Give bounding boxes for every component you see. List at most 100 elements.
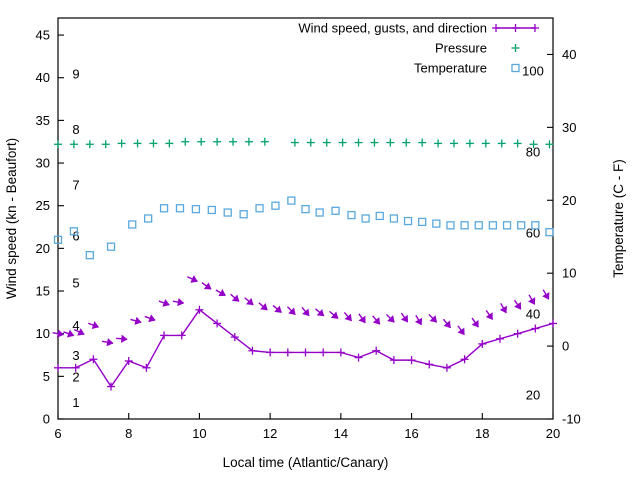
- data-point-marker: [531, 221, 540, 230]
- data-point-marker: [287, 196, 296, 205]
- wind-direction-arrowhead: [162, 298, 170, 307]
- wind-direction-arrowhead: [288, 307, 296, 315]
- wind-direction-arrowhead: [457, 327, 465, 336]
- wind-direction-arrowhead: [120, 334, 128, 343]
- x-tick-label: 12: [263, 426, 277, 441]
- x-tick-label: 20: [546, 426, 560, 441]
- data-point-marker: [207, 205, 216, 215]
- x-tick-label: 16: [404, 426, 418, 441]
- data-point-marker: [545, 228, 554, 237]
- wind-direction-arrowhead: [148, 314, 156, 323]
- data-point-marker: [223, 208, 232, 217]
- data-point-marker: [474, 221, 483, 230]
- data-point-marker: [502, 221, 512, 230]
- x-tick-label: 8: [125, 426, 132, 441]
- data-point-marker: [361, 214, 370, 223]
- data-point-marker: [301, 204, 310, 214]
- data-point-marker: [488, 221, 498, 230]
- y-tick-label: 40: [36, 70, 50, 85]
- legend-label: Temperature: [414, 61, 487, 76]
- y2-tick-label: 0: [562, 339, 569, 354]
- wind-direction-arrowhead: [177, 297, 185, 307]
- beaufort-scale-label: 5: [72, 275, 79, 290]
- data-point-marker: [375, 211, 384, 221]
- wind-direction-arrowhead: [203, 282, 212, 290]
- y-tick-label: 10: [36, 326, 50, 341]
- data-point-marker: [315, 208, 324, 217]
- data-point-marker: [85, 251, 94, 260]
- data-point-marker: [159, 204, 169, 213]
- wind-direction-arrowhead: [344, 313, 352, 322]
- wind-direction-arrowhead: [330, 311, 339, 319]
- data-point-marker: [446, 221, 455, 230]
- wind-direction-arrowhead: [260, 303, 268, 311]
- wind-direction-arrowhead: [302, 308, 310, 317]
- data-point-marker: [331, 206, 340, 215]
- beaufort-scale-label: 1: [72, 395, 79, 410]
- y2-tick-label: 40: [562, 47, 576, 62]
- x-tick-label: 10: [192, 426, 206, 441]
- wind-direction-arrowhead: [471, 319, 479, 328]
- wind-direction-arrowhead: [485, 312, 493, 320]
- x-axis-title: Local time (Atlantic/Canary): [223, 455, 389, 470]
- data-point-marker: [418, 217, 427, 227]
- beaufort-scale-label: 9: [72, 66, 79, 81]
- data-point-marker: [403, 216, 413, 226]
- x-tick-label: 6: [54, 426, 61, 441]
- wind-direction-arrowhead: [528, 297, 536, 305]
- wind-direction-arrowhead: [358, 315, 366, 324]
- wind-direction-arrowhead: [499, 305, 507, 314]
- wind-direction-arrowhead: [77, 328, 85, 336]
- data-point-marker: [53, 235, 63, 244]
- wind-direction-arrowhead: [218, 288, 226, 297]
- wind-direction-arrowhead: [66, 329, 75, 338]
- data-point-marker: [347, 210, 356, 220]
- wind-direction-arrowhead: [372, 317, 381, 325]
- data-point-marker: [144, 214, 153, 223]
- data-point-marker: [69, 227, 79, 236]
- x-tick-label: 14: [334, 426, 348, 441]
- fahrenheit-scale-label: 60: [526, 226, 540, 241]
- wind-direction-arrowhead: [414, 317, 423, 326]
- wind-direction-arrowhead: [106, 338, 114, 347]
- data-point-marker: [460, 221, 469, 230]
- data-point-marker: [128, 220, 137, 229]
- wind-direction-arrowhead: [316, 308, 325, 317]
- wind-direction-arrowhead: [231, 294, 240, 302]
- data-point-marker: [432, 219, 441, 228]
- data-point-marker: [255, 204, 264, 213]
- wind-direction-arrowhead: [134, 316, 142, 325]
- beaufort-scale-label: 8: [72, 122, 79, 137]
- fahrenheit-scale-label: 100: [522, 64, 544, 79]
- data-point-marker: [239, 210, 248, 219]
- wind-direction-arrowhead: [514, 302, 522, 310]
- y2-tick-label: -10: [562, 412, 581, 427]
- wind-direction-arrowhead: [443, 320, 451, 329]
- x-tick-label: 18: [475, 426, 489, 441]
- data-point-marker: [517, 221, 526, 230]
- data-point-marker: [191, 204, 201, 214]
- beaufort-scale-label: 7: [72, 177, 79, 192]
- beaufort-scale-label: 3: [72, 348, 79, 363]
- y-axis-title: Wind speed (kn - Beaufort): [4, 138, 19, 299]
- wind-direction-arrowhead: [190, 275, 198, 283]
- data-point-marker: [389, 214, 399, 223]
- beaufort-scale-label: 4: [72, 318, 79, 333]
- y-tick-label: 0: [43, 412, 50, 427]
- y2-tick-label: 10: [562, 266, 576, 281]
- y-tick-label: 15: [36, 284, 50, 299]
- wind-direction-arrowhead: [400, 314, 408, 323]
- wind-speed-line: [58, 308, 554, 388]
- beaufort-scale-label: 2: [72, 369, 79, 384]
- fahrenheit-scale-label: 40: [526, 307, 540, 322]
- y-tick-label: 45: [36, 28, 50, 43]
- y2-tick-label: 20: [562, 193, 576, 208]
- y-tick-label: 25: [36, 198, 50, 213]
- wind-direction-arrowhead: [56, 329, 64, 338]
- wind-direction-arrowhead: [274, 305, 282, 313]
- fahrenheit-scale-label: 80: [526, 145, 540, 160]
- y-tick-label: 20: [36, 241, 50, 256]
- plot-frame: [57, 17, 554, 420]
